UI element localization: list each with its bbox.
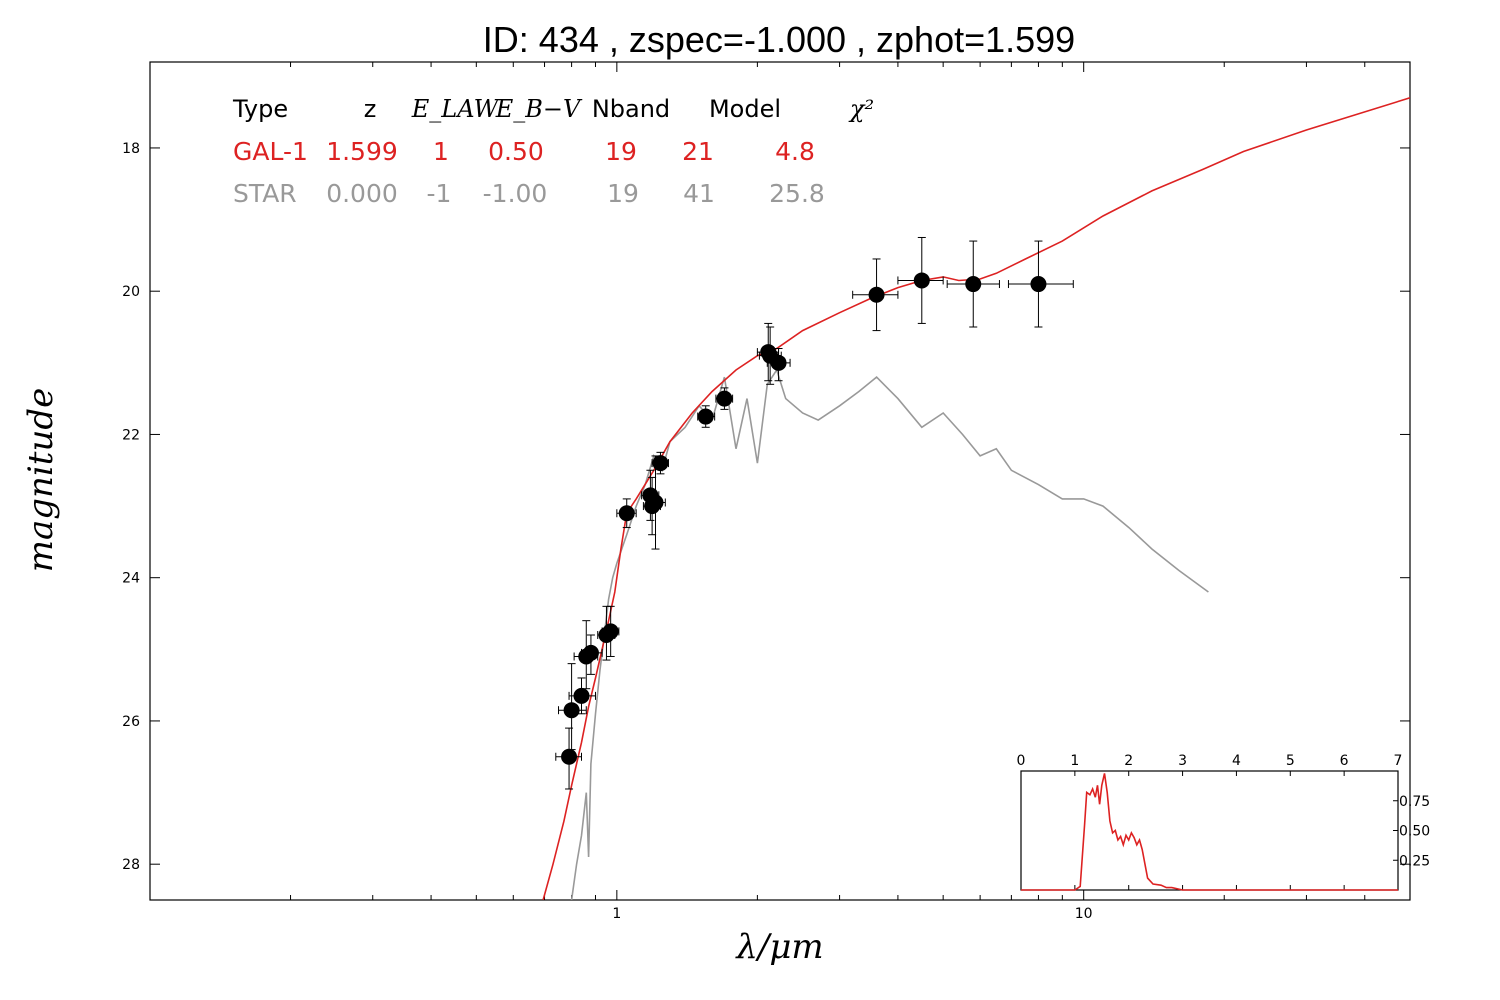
star-model: 41 <box>683 179 715 208</box>
gal-law: 1 <box>433 137 449 166</box>
data-point-marker <box>868 286 885 303</box>
x-tick-label: 1 <box>612 906 621 922</box>
chart-title: ID: 434 , zspec=-1.000 , zphot=1.599 <box>483 19 1075 60</box>
photometry-point <box>897 236 944 324</box>
table-row-gal: GAL-1 1.599 1 0.50 19 21 4.8 <box>233 137 815 166</box>
star-law: -1 <box>427 179 452 208</box>
photometry-point <box>580 634 603 675</box>
data-point-marker <box>561 748 578 765</box>
gal-type: GAL-1 <box>233 137 308 166</box>
data-point-marker <box>770 354 787 371</box>
photometry-point <box>568 677 596 715</box>
data-point-marker <box>652 455 669 472</box>
data-point-marker <box>602 623 619 640</box>
y-tick-label: 18 <box>122 141 140 157</box>
photometry-points <box>555 236 1074 790</box>
gal-nband: 19 <box>605 137 637 166</box>
table-row-star: STAR 0.000 -1 -1.00 19 41 25.8 <box>233 179 825 208</box>
table-header-elaw: E_LAW <box>411 95 501 123</box>
gal-chi2: 4.8 <box>775 137 815 166</box>
inset-y-tick-label: 0.25 <box>1399 853 1430 869</box>
gal-model: 21 <box>682 137 714 166</box>
data-point-marker <box>582 644 599 661</box>
star-nband: 19 <box>607 179 639 208</box>
y-tick-label: 22 <box>122 427 140 443</box>
inset-frame <box>1020 770 1399 891</box>
data-point-marker <box>913 272 930 289</box>
y-tick-label: 20 <box>122 284 140 300</box>
table-header-type: Type <box>232 95 288 123</box>
photometry-point <box>852 258 899 332</box>
y-tick-label: 24 <box>122 571 140 587</box>
x-tick-label: 10 <box>1075 906 1093 922</box>
star-chi2: 25.8 <box>769 179 825 208</box>
inset-x-tick-label: 0 <box>1017 753 1026 769</box>
photometry-point <box>601 605 620 657</box>
photometry-point <box>555 727 582 790</box>
inset-x-tick-label: 4 <box>1232 753 1241 769</box>
data-point-marker <box>563 702 580 719</box>
table-header-model: Model <box>709 95 781 123</box>
inset-x-tick-label: 6 <box>1340 753 1349 769</box>
svg-text:λ/μm: λ/μm <box>734 927 823 967</box>
data-point-marker <box>1030 276 1047 293</box>
photometry-point <box>946 240 1000 328</box>
table-header-nband: Nband <box>592 95 670 123</box>
inset-x-tick-label: 5 <box>1286 753 1295 769</box>
y-tick-label: 28 <box>122 857 140 873</box>
photometry-point <box>616 498 637 529</box>
inset-y-tick-label: 0.50 <box>1399 824 1430 840</box>
photometry-point <box>646 455 666 550</box>
table-header-chi2: χ² <box>848 95 874 123</box>
inset-x-tick-label: 1 <box>1070 753 1079 769</box>
plot-frame <box>149 61 1411 901</box>
data-point-marker <box>697 408 714 425</box>
table-header-ebv: E_B−V <box>495 95 583 123</box>
y-tick-label: 26 <box>122 714 140 730</box>
data-point-marker <box>573 687 590 704</box>
svg-text:magnitude: magnitude <box>21 388 61 573</box>
data-point-marker <box>716 390 733 407</box>
data-point-marker <box>965 276 982 293</box>
inset-x-tick-label: 2 <box>1124 753 1133 769</box>
y-axis-label: magnitude <box>21 388 61 573</box>
table-header-z: z <box>364 95 377 123</box>
star-type: STAR <box>233 179 297 208</box>
photometry-point <box>697 405 716 428</box>
inset-x-tick-label: 7 <box>1394 753 1403 769</box>
star-ebv: -1.00 <box>483 179 548 208</box>
redshift-pdf-inset: 0 1 2 3 4 5 6 7 0.25 0.50 0.75 <box>1017 753 1430 891</box>
inset-ticks: 0 1 2 3 4 5 6 7 0.25 0.50 0.75 <box>1017 753 1430 890</box>
photometry-point <box>651 451 669 475</box>
inset-y-tick-label: 0.75 <box>1399 794 1430 810</box>
gal-z: 1.599 <box>326 137 398 166</box>
fit-results-table: Type z E_LAW E_B−V Nband Model χ² GAL-1 … <box>232 95 874 208</box>
inset-pdf-line <box>1021 773 1398 891</box>
photometry-point <box>715 387 734 410</box>
inset-x-tick-label: 3 <box>1178 753 1187 769</box>
gal-ebv: 0.50 <box>488 137 544 166</box>
data-point-marker <box>647 494 664 511</box>
photometry-point <box>1007 240 1074 328</box>
inset-pdf-curve <box>1021 773 1398 891</box>
x-axis-label: λ/μm <box>734 927 823 967</box>
data-point-marker <box>618 505 635 522</box>
photometry-point <box>766 347 791 382</box>
star-z: 0.000 <box>326 179 398 208</box>
